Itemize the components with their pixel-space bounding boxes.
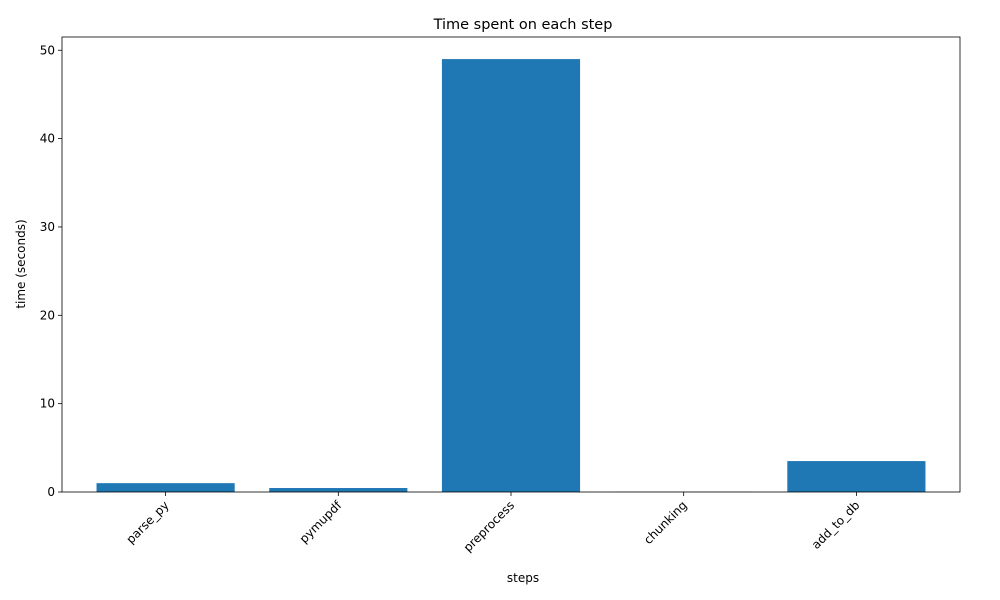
- x-axis-ticks: parse_py pymupdf preprocess chunking add_to_…: [123, 492, 863, 555]
- bar-parse_py: [96, 483, 235, 492]
- bar-add_to_db: [787, 461, 926, 492]
- y-tick-label: 50: [40, 43, 55, 57]
- y-tick-label: 20: [40, 308, 55, 322]
- bars-group: [96, 59, 926, 493]
- x-tick-label: chunking: [641, 498, 690, 547]
- x-tick-label: add_to_db: [809, 498, 863, 552]
- x-tick-label: pymupdf: [297, 498, 345, 546]
- plot-area-frame: [61, 36, 961, 493]
- y-tick-label: 0: [47, 485, 55, 499]
- x-axis-label: steps: [507, 571, 539, 585]
- y-tick-label: 30: [40, 220, 55, 234]
- y-axis-label: time (seconds): [14, 219, 28, 308]
- chart-title: Time spent on each step: [433, 17, 613, 33]
- x-tick-label: preprocess: [461, 498, 517, 554]
- y-tick-label: 10: [40, 397, 55, 411]
- bar-pymupdf: [269, 488, 408, 492]
- bar-preprocess: [441, 59, 581, 493]
- y-tick-label: 40: [40, 132, 55, 146]
- y-axis-ticks: 0 10 20 30 40 50: [40, 43, 62, 499]
- x-tick-label: parse_py: [123, 498, 171, 546]
